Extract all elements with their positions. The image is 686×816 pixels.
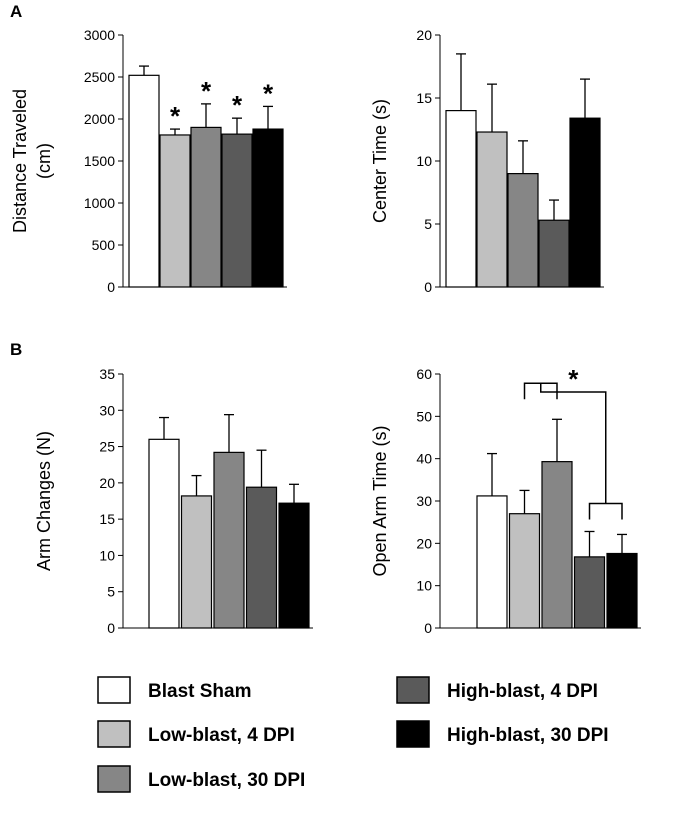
significance-star: * — [201, 76, 212, 106]
bar-2 — [476, 131, 508, 288]
chart-1: A Distance Traveled (cm) 0 500 1000 1500 2000 25… — [10, 2, 287, 295]
bar-5 — [569, 117, 601, 288]
y-tick-label: 0 — [424, 279, 432, 295]
y-tick-label: 2500 — [84, 69, 115, 85]
legend-label: Blast Sham — [148, 681, 251, 702]
significance-star: * — [170, 101, 181, 131]
y-tick-label: 40 — [416, 451, 432, 467]
legend-item: Low-blast, 4 DPI — [97, 720, 295, 748]
y-axis-label: Arm Changes (N) — [34, 431, 54, 571]
y-tick-label: 5 — [424, 216, 432, 232]
legend: Blast Sham Low-blast, 4 DPI Low-blast, 30 … — [97, 676, 609, 793]
y-tick-label: 10 — [99, 547, 115, 563]
y-tick-label: 35 — [99, 366, 115, 382]
y-tick-label: 25 — [99, 439, 115, 455]
y-tick-label: 20 — [416, 27, 432, 43]
bracket-comparison — [540, 383, 607, 504]
y-axis-label: Open Arm Time (s) — [370, 425, 390, 576]
legend-label: Low-blast, 30 DPI — [148, 770, 305, 791]
legend-swatch — [396, 676, 430, 704]
bar-4 — [573, 556, 606, 629]
bar-3 — [190, 126, 222, 288]
bar-3 — [213, 451, 245, 629]
bar-5 — [606, 552, 638, 629]
bar-4 — [538, 219, 570, 288]
y-tick-label: 20 — [416, 535, 432, 551]
y-tick-label: 0 — [107, 279, 115, 295]
y-axis-label: (cm) — [34, 143, 54, 179]
legend-label: High-blast, 4 DPI — [447, 681, 598, 702]
y-tick-label: 2000 — [84, 111, 115, 127]
bar-3 — [507, 173, 539, 288]
y-tick-label: 1500 — [84, 153, 115, 169]
bar-1 — [128, 74, 160, 288]
bar-5 — [252, 128, 284, 288]
legend-item: High-blast, 30 DPI — [396, 720, 609, 748]
y-tick-label: 60 — [416, 366, 432, 382]
legend-item: Blast Sham — [97, 676, 251, 704]
bar-2 — [159, 134, 191, 288]
bar-3 — [541, 461, 573, 629]
bar-4 — [245, 486, 278, 629]
y-tick-label: 1000 — [84, 195, 115, 211]
y-tick-label: 10 — [416, 153, 432, 169]
panel-letter: A — [10, 2, 22, 21]
y-tick-label: 20 — [99, 475, 115, 491]
y-axis-label: Center Time (s) — [370, 99, 390, 223]
y-tick-label: 15 — [99, 511, 115, 527]
y-tick-label: 15 — [416, 90, 432, 106]
legend-swatch — [396, 720, 430, 748]
legend-item: High-blast, 4 DPI — [396, 676, 598, 704]
legend-item: Low-blast, 30 DPI — [97, 765, 305, 793]
bracket-group-b — [588, 502, 623, 520]
y-tick-label: 30 — [416, 493, 432, 509]
legend-swatch — [97, 765, 131, 793]
bar-1 — [148, 438, 180, 629]
bar-4 — [221, 133, 253, 288]
y-tick-label: 10 — [416, 578, 432, 594]
comparison-star: * — [568, 364, 579, 394]
y-axis-label: Distance Traveled — [10, 89, 30, 233]
bar-1 — [445, 109, 477, 288]
y-tick-label: 5 — [107, 584, 115, 600]
bar-2 — [508, 513, 541, 629]
legend-label: High-blast, 30 DPI — [447, 725, 609, 746]
panel-letter: B — [10, 340, 22, 359]
chart-3: B Arm Changes (N) 0 5 10 15 20 25 30 35 — [10, 340, 313, 636]
legend-swatch — [97, 676, 131, 704]
significance-star: * — [232, 90, 243, 120]
legend-label: Low-blast, 4 DPI — [148, 725, 295, 746]
y-tick-label: 0 — [107, 620, 115, 636]
chart-2: Center Time (s) 0 5 10 15 20 — [370, 27, 604, 295]
chart-4: Open Arm Time (s) 0 10 20 30 40 50 60 * — [370, 364, 641, 636]
y-tick-label: 3000 — [84, 27, 115, 43]
y-tick-label: 0 — [424, 620, 432, 636]
y-tick-label: 30 — [99, 402, 115, 418]
legend-swatch — [97, 720, 131, 748]
bar-2 — [180, 495, 213, 629]
y-tick-label: 50 — [416, 408, 432, 424]
significance-star: * — [263, 78, 274, 108]
bar-1 — [476, 495, 508, 629]
y-tick-label: 500 — [92, 237, 116, 253]
bar-5 — [278, 502, 310, 629]
